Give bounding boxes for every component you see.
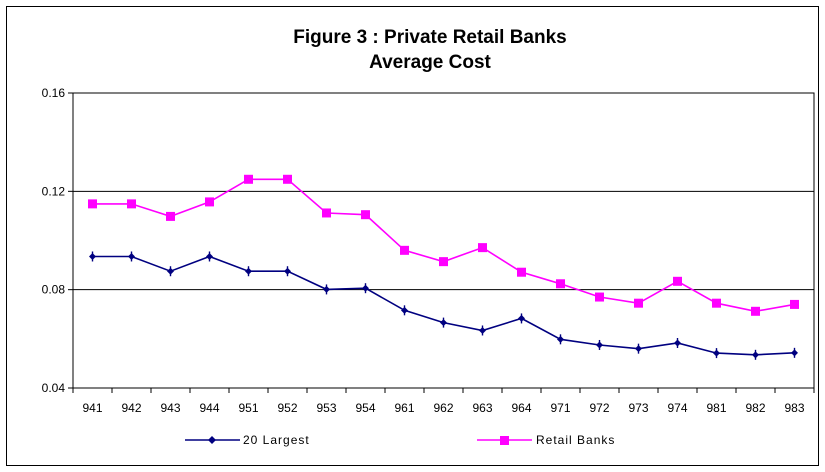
x-tick-label: 981 (706, 401, 726, 415)
x-tick-label: 952 (277, 401, 297, 415)
data-point-retail-banks (673, 276, 682, 286)
x-tick-label: 953 (316, 401, 336, 415)
x-tick-label: 954 (355, 401, 375, 415)
data-point-retail-banks (283, 174, 292, 184)
x-tick-label: 972 (589, 401, 609, 415)
data-point-retail-banks (634, 298, 643, 308)
data-point-20-largest (674, 339, 681, 347)
data-point-retail-banks (166, 211, 175, 221)
plot-area: 0.16 0.12 0.08 0.04 941 942 943 944 951 952 953 95… (42, 86, 815, 415)
x-tick-label: 961 (394, 401, 414, 415)
data-point-retail-banks (322, 208, 331, 218)
data-point-retail-banks (244, 174, 253, 184)
data-point-20-largest (167, 267, 174, 275)
x-tick-label: 944 (199, 401, 219, 415)
data-point-20-largest (401, 306, 408, 314)
data-point-retail-banks (439, 257, 448, 267)
y-tick-label: 0.04 (42, 381, 66, 395)
data-point-20-largest (596, 341, 603, 349)
data-point-20-largest (206, 252, 213, 260)
data-point-retail-banks (478, 243, 487, 253)
series-20-largest (89, 251, 798, 360)
y-tick-label: 0.12 (42, 184, 66, 198)
legend-label-20-largest: 20 Largest (243, 433, 310, 447)
chart-subtitle: Average Cost (369, 52, 491, 73)
series-layer (88, 174, 799, 360)
data-point-20-largest (635, 345, 642, 353)
x-tick-label: 974 (667, 401, 687, 415)
data-point-20-largest (752, 351, 759, 359)
gridlines (73, 92, 814, 291)
x-tick-label: 943 (160, 401, 180, 415)
x-tick-label: 942 (121, 401, 141, 415)
legend-item-20-largest: 20 Largest (185, 433, 310, 447)
data-point-retail-banks (790, 299, 799, 309)
data-point-retail-banks (517, 267, 526, 277)
data-point-20-largest (791, 349, 798, 357)
legend-label-retail-banks: Retail Banks (536, 433, 615, 447)
y-axis: 0.16 0.12 0.08 0.04 (42, 86, 73, 395)
data-point-20-largest (557, 335, 564, 343)
legend-marker-20-largest (208, 436, 216, 444)
x-tick-label: 951 (238, 401, 258, 415)
x-tick-label: 983 (784, 401, 804, 415)
data-point-retail-banks (88, 199, 97, 209)
data-point-retail-banks (361, 210, 370, 220)
data-point-20-largest (89, 252, 96, 260)
x-tick-label: 962 (433, 401, 453, 415)
data-point-20-largest (362, 284, 369, 292)
x-axis: 941 942 943 944 951 952 953 954 961 962 963 964 971 9… (72, 388, 815, 415)
legend-item-retail-banks: Retail Banks (477, 433, 615, 447)
data-point-20-largest (713, 349, 720, 357)
x-tick-label: 973 (628, 401, 648, 415)
series-retail-banks (88, 174, 799, 316)
x-tick-label: 982 (745, 401, 765, 415)
x-tick-label: 971 (550, 401, 570, 415)
y-tick-label: 0.08 (42, 283, 66, 297)
legend: 20 Largest Retail Banks (185, 433, 615, 447)
y-tick-label: 0.16 (42, 86, 66, 100)
x-tick-label: 963 (472, 401, 492, 415)
x-tick-label: 964 (511, 401, 531, 415)
data-point-20-largest (323, 285, 330, 293)
data-point-retail-banks (400, 245, 409, 255)
legend-marker-retail-banks (500, 436, 509, 445)
data-point-20-largest (518, 314, 525, 322)
data-point-20-largest (128, 252, 135, 260)
data-point-20-largest (479, 326, 486, 334)
data-point-20-largest (284, 267, 291, 275)
data-point-retail-banks (556, 279, 565, 289)
data-point-retail-banks (595, 292, 604, 302)
chart-title: Figure 3 : Private Retail Banks (293, 27, 567, 48)
data-point-20-largest (440, 319, 447, 327)
data-point-retail-banks (751, 306, 760, 316)
chart-border (6, 6, 819, 466)
data-point-retail-banks (205, 197, 214, 207)
data-point-20-largest (245, 267, 252, 275)
data-point-retail-banks (127, 199, 136, 209)
data-point-retail-banks (712, 298, 721, 308)
x-tick-label: 941 (82, 401, 102, 415)
